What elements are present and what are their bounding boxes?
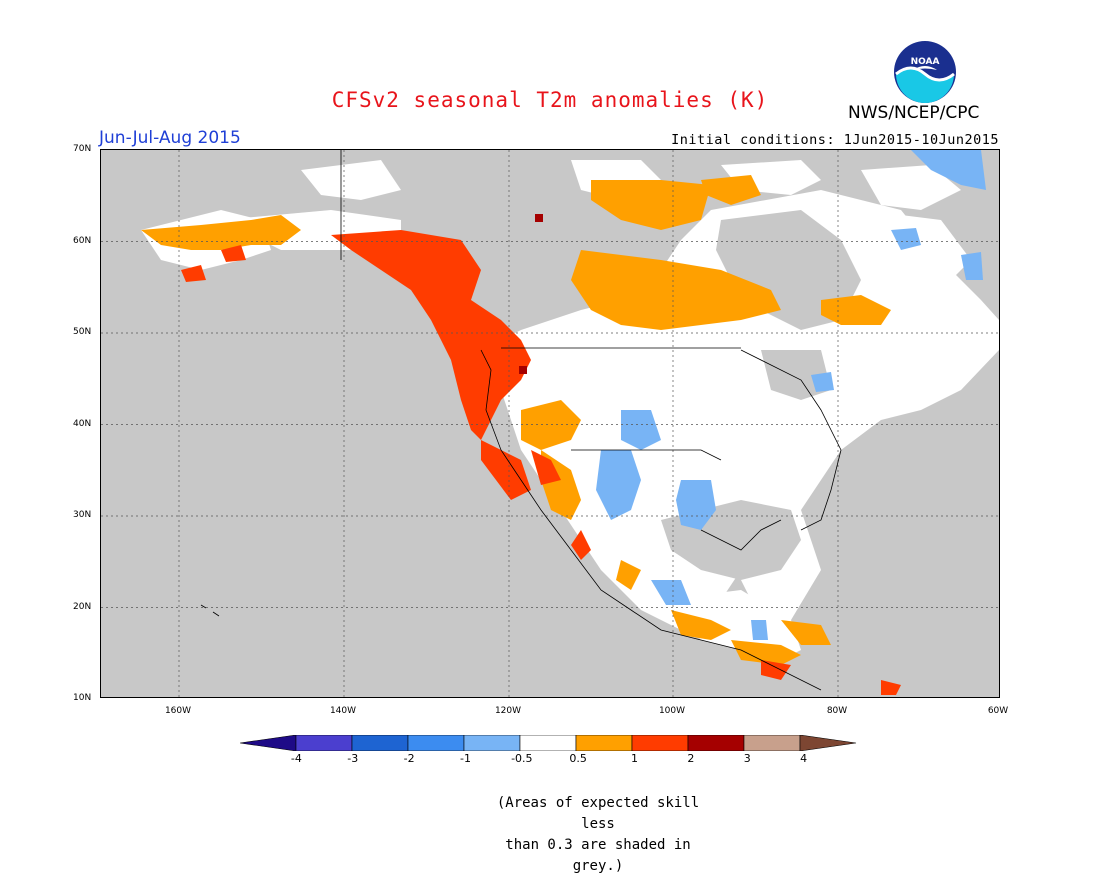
colorbar-segment-max	[799, 735, 857, 751]
colorbar-segment	[295, 735, 353, 751]
noaa-logo-bird	[913, 66, 937, 70]
colorbar-segment	[687, 735, 745, 751]
colorbar-tick-label: 4	[800, 752, 808, 765]
map-canvas	[101, 150, 999, 697]
colorbar-tick-label: 2	[687, 752, 695, 765]
lon-label-160w: 160W	[164, 706, 192, 716]
colorbar-tick-label: 1	[631, 752, 639, 765]
colorbar-segment	[631, 735, 689, 751]
colorbar-tick-label: -1	[459, 752, 471, 765]
season-label: Jun-Jul-Aug 2015	[99, 128, 241, 148]
lon-label-60w: 60W	[987, 706, 1009, 716]
colorbar-tick-label: 0.5	[569, 752, 587, 765]
skill-note-line2: than 0.3 are shaded in grey.)	[505, 837, 691, 874]
colorbar-segment	[407, 735, 465, 751]
lat-label-40n: 40N	[73, 419, 92, 429]
skill-note-line1: (Areas of expected skill less	[496, 795, 700, 832]
lat-label-50n: 50N	[73, 327, 92, 337]
colorbar-segment	[575, 735, 633, 751]
lon-label-140w: 140W	[329, 706, 357, 716]
chart-title: CFSv2 seasonal T2m anomalies (K)	[331, 88, 769, 112]
colorbar-segment	[463, 735, 521, 751]
lon-label-80w: 80W	[826, 706, 848, 716]
anomaly-dark-red	[519, 214, 543, 374]
agency-label: NWS/NCEP/CPC	[848, 103, 980, 123]
lon-label-100w: 100W	[658, 706, 686, 716]
lon-label-120w: 120W	[494, 706, 522, 716]
lat-label-60n: 60N	[73, 236, 92, 246]
anomaly-light-blue	[596, 150, 986, 640]
colorbar-segment-min	[240, 735, 297, 751]
colorbar-segment	[743, 735, 801, 751]
colorbar-segment	[351, 735, 409, 751]
anomaly-map	[100, 149, 1000, 698]
colorbar-tick-label: 3	[743, 752, 751, 765]
anomaly-red	[181, 230, 901, 695]
colorbar-segment	[519, 735, 577, 751]
graticule	[101, 150, 999, 697]
lat-label-70n: 70N	[73, 144, 92, 154]
initial-conditions-label: Initial conditions: 1Jun2015-10Jun2015	[671, 132, 999, 148]
colorbar-tick-label: -4	[290, 752, 302, 765]
colorbar-tick-label: -2	[403, 752, 415, 765]
lat-label-20n: 20N	[73, 602, 92, 612]
coastlines	[200, 150, 842, 691]
lat-label-30n: 30N	[73, 510, 92, 520]
anomaly-orange	[141, 175, 891, 665]
colorbar	[240, 735, 857, 751]
skill-note: (Areas of expected skill less than 0.3 a…	[478, 793, 718, 877]
noaa-logo-text: NOAA	[911, 57, 940, 67]
lat-label-10n: 10N	[73, 693, 92, 703]
noaa-logo: NOAA	[894, 41, 956, 103]
colorbar-tick-label: -3	[347, 752, 359, 765]
colorbar-tick-label: -0.5	[511, 752, 533, 765]
colorbar-segments	[240, 735, 857, 751]
